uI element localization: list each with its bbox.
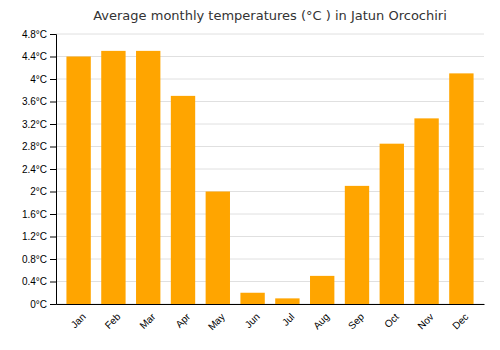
x-tick: May bbox=[206, 311, 227, 332]
y-tick: 3.6°C bbox=[22, 96, 56, 107]
y-tick: 0.4°C bbox=[22, 276, 56, 287]
y-tick-label: 2.8°C bbox=[22, 141, 47, 152]
y-tick: 4.8°C bbox=[22, 29, 56, 40]
y-tick-label: 0°C bbox=[30, 299, 47, 310]
y-tick-mark bbox=[50, 57, 56, 58]
x-tick-label: Jan bbox=[69, 311, 88, 330]
y-tick: 1.6°C bbox=[22, 209, 56, 220]
x-tick: Apr bbox=[173, 311, 192, 330]
x-tick: Oct bbox=[382, 311, 401, 330]
bar bbox=[275, 298, 299, 304]
x-tick: Jun bbox=[243, 311, 262, 330]
y-tick-label: 0.4°C bbox=[22, 276, 47, 287]
y-tick: 3.2°C bbox=[22, 119, 56, 130]
y-tick-label: 3.2°C bbox=[22, 119, 47, 130]
x-axis-line bbox=[57, 304, 485, 305]
x-tick: Aug bbox=[311, 311, 331, 331]
x-tick-label: Feb bbox=[103, 311, 123, 331]
x-tick-label: Apr bbox=[173, 311, 192, 330]
x-axis: Jan Feb Mar Apr May Jun Jul Aug Sep Oct Nov Dec bbox=[57, 305, 485, 333]
x-tick: Jan bbox=[69, 311, 88, 330]
y-tick-mark bbox=[50, 147, 56, 148]
x-tick: Mar bbox=[137, 311, 157, 331]
bar bbox=[101, 51, 125, 304]
bar bbox=[136, 51, 160, 304]
y-tick-mark bbox=[50, 124, 56, 125]
x-tick: Nov bbox=[415, 311, 435, 331]
chart: 0°C 0.4°C 0.8°C 1.2°C 1.6°C 2°C 2.4°C 2.8°C 3.2°… bbox=[0, 0, 500, 350]
y-tick-mark bbox=[50, 34, 56, 35]
x-tick-label: Jun bbox=[243, 311, 262, 330]
y-tick-mark bbox=[50, 237, 56, 238]
x-tick-label: May bbox=[206, 311, 227, 332]
y-tick-mark bbox=[50, 304, 56, 305]
y-tick: 1.2°C bbox=[22, 231, 56, 242]
x-tick-label: Jul bbox=[280, 311, 297, 328]
x-tick-label: Nov bbox=[415, 311, 435, 331]
bar bbox=[66, 57, 90, 305]
y-tick-mark bbox=[50, 214, 56, 215]
bars bbox=[66, 51, 473, 304]
y-axis: 0°C 0.4°C 0.8°C 1.2°C 1.6°C 2°C 2.4°C 2.8°C 3.2°… bbox=[22, 29, 57, 310]
bar bbox=[240, 293, 264, 304]
x-tick: Feb bbox=[103, 311, 123, 331]
x-tick: Jul bbox=[280, 311, 297, 328]
y-tick-mark bbox=[50, 79, 56, 80]
bar bbox=[414, 118, 438, 304]
y-tick-mark bbox=[50, 259, 56, 260]
x-tick-label: Aug bbox=[311, 311, 331, 331]
bar bbox=[345, 186, 369, 304]
y-tick: 2°C bbox=[30, 186, 56, 197]
y-tick-label: 2°C bbox=[30, 186, 47, 197]
x-tick-label: Dec bbox=[450, 311, 470, 331]
bar bbox=[310, 276, 334, 304]
bar bbox=[171, 96, 195, 304]
x-tick: Dec bbox=[450, 311, 470, 331]
y-tick: 2.4°C bbox=[22, 164, 56, 175]
y-tick-mark bbox=[50, 169, 56, 170]
y-tick-mark bbox=[50, 282, 56, 283]
bar bbox=[380, 144, 404, 304]
x-tick-label: Oct bbox=[382, 311, 401, 330]
y-tick: 4.4°C bbox=[22, 51, 56, 62]
y-tick-label: 4.8°C bbox=[22, 29, 47, 40]
y-tick-label: 1.2°C bbox=[22, 231, 47, 242]
y-tick: 0.8°C bbox=[22, 254, 56, 265]
y-tick: 2.8°C bbox=[22, 141, 56, 152]
bar bbox=[206, 192, 230, 305]
grid-line bbox=[56, 34, 484, 35]
plot: 0°C 0.4°C 0.8°C 1.2°C 1.6°C 2°C 2.4°C 2.8°C 3.2°… bbox=[22, 29, 485, 333]
y-tick-mark bbox=[50, 192, 56, 193]
x-tick: Sep bbox=[346, 311, 367, 332]
y-tick-label: 1.6°C bbox=[22, 209, 47, 220]
y-tick: 4°C bbox=[30, 74, 56, 85]
y-tick-mark bbox=[50, 102, 56, 103]
y-tick-label: 3.6°C bbox=[22, 96, 47, 107]
title: Average monthly temperatures (°C ) in Ja… bbox=[93, 8, 447, 23]
bar bbox=[449, 73, 473, 304]
x-tick-label: Sep bbox=[346, 311, 367, 332]
y-tick: 0°C bbox=[30, 299, 56, 310]
y-tick-label: 0.8°C bbox=[22, 254, 47, 265]
y-tick-label: 4.4°C bbox=[22, 51, 47, 62]
y-tick-label: 4°C bbox=[30, 74, 47, 85]
y-axis-line bbox=[50, 35, 57, 305]
y-tick-label: 2.4°C bbox=[22, 164, 47, 175]
grid bbox=[56, 34, 484, 304]
x-tick-label: Mar bbox=[137, 311, 157, 331]
